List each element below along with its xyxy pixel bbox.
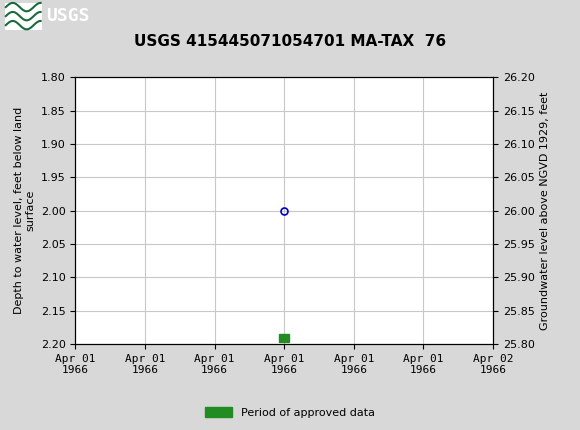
Text: USGS 415445071054701 MA-TAX  76: USGS 415445071054701 MA-TAX 76 bbox=[134, 34, 446, 49]
Text: USGS: USGS bbox=[46, 7, 90, 25]
Bar bbox=[279, 334, 289, 342]
Bar bbox=[5, 3, 42, 30]
Y-axis label: Groundwater level above NGVD 1929, feet: Groundwater level above NGVD 1929, feet bbox=[540, 92, 550, 330]
Legend: Period of approved data: Period of approved data bbox=[200, 402, 380, 422]
Y-axis label: Depth to water level, feet below land
surface: Depth to water level, feet below land su… bbox=[14, 107, 35, 314]
